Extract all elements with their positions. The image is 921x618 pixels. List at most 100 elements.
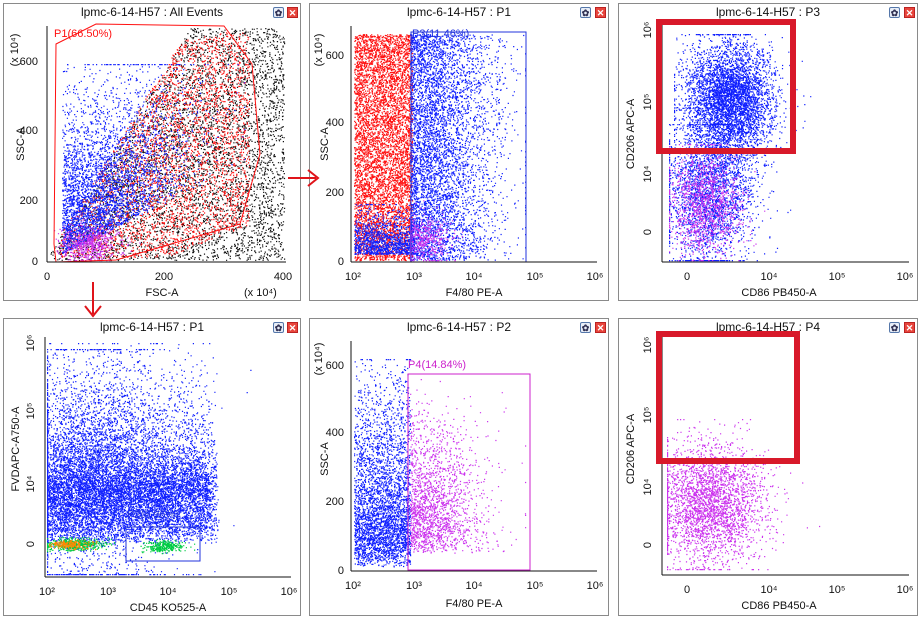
scatter-plot-all-events: P1(66.50%) 0 200 400 600 0 200 400 FSC-A… — [9, 23, 292, 299]
close-icon[interactable]: ✕ — [904, 7, 915, 18]
y-tick: 400 — [326, 427, 344, 439]
x-axis-label: F4/80 PE-A — [446, 287, 504, 299]
y-tick: 10⁶ — [642, 337, 654, 354]
gear-icon[interactable]: ✿ — [273, 7, 284, 18]
x-tick: 10⁶ — [897, 271, 914, 283]
panel-title: lpmc-6-14-H57 : P2 — [406, 320, 512, 334]
x-tick: 10⁴ — [761, 271, 778, 283]
y-tick: 200 — [20, 195, 38, 207]
y-tick-labels: 0 10⁴ 10⁵ 10⁶ — [25, 335, 37, 547]
scatter-dots — [667, 419, 821, 571]
plot-panel-all-events[interactable]: lpmc-6-14-H57 : All Events ✿ ✕ P1(66.50%… — [3, 3, 301, 301]
y-tick: 10⁵ — [642, 94, 654, 111]
x-tick: 10⁶ — [897, 584, 914, 596]
gate-p2[interactable] — [125, 526, 201, 562]
x-tick: 10⁵ — [527, 580, 544, 592]
x-tick: 10⁵ — [527, 271, 544, 283]
x-tick: 10³ — [406, 580, 422, 592]
x-axis-label: FSC-A — [146, 287, 180, 299]
y-axis-label: FVDAPC-A750-A — [10, 406, 22, 492]
gate-label-p2: P2(6.96%) — [127, 509, 179, 521]
y-tick: 10⁵ — [642, 407, 654, 424]
gear-icon[interactable]: ✿ — [273, 322, 284, 333]
scatter-dots — [354, 34, 527, 262]
y-tick: 0 — [642, 229, 654, 235]
x-axis-label: CD86 PB450-A — [741, 287, 817, 299]
y-tick: 0 — [642, 542, 654, 548]
close-icon[interactable]: ✕ — [904, 322, 915, 333]
y-tick: 0 — [32, 256, 38, 268]
y-tick: 10⁴ — [642, 165, 654, 182]
scatter-dots — [354, 359, 527, 568]
panel-title: lpmc-6-14-H57 : P1 — [406, 5, 512, 19]
scatter-dots — [669, 34, 812, 262]
x-tick: 10⁵ — [829, 584, 846, 596]
y-multiplier: (x 10⁴) — [313, 343, 325, 376]
x-axis-label: CD86 PB450-A — [741, 600, 817, 612]
x-tick: 400 — [274, 271, 292, 283]
gear-icon[interactable]: ✿ — [889, 7, 900, 18]
x-tick-labels: 10² 10³ 10⁴ 10⁵ 10⁶ — [39, 586, 297, 598]
y-tick: 0 — [338, 565, 344, 577]
plot-panel-p1-cd45[interactable]: lpmc-6-14-H57 : P1 ✿ ✕ P2(6.96%) 0 10⁴ 1… — [3, 318, 301, 616]
y-tick-labels: 0 200 400 600 — [20, 56, 38, 268]
x-tick: 10² — [345, 580, 361, 592]
gate-label-p4: P4(14.84%) — [408, 359, 466, 371]
gate-label-p1: P1(66.50%) — [54, 28, 112, 40]
gear-icon[interactable]: ✿ — [889, 322, 900, 333]
y-tick-labels: 0 200 400 600 — [326, 50, 344, 268]
close-icon[interactable]: ✕ — [595, 322, 606, 333]
gate-p4[interactable] — [407, 373, 531, 571]
close-icon[interactable]: ✕ — [287, 7, 298, 18]
y-tick-labels: 0 10⁴ 10⁵ 10⁶ — [642, 22, 654, 235]
gate-p1[interactable] — [53, 23, 261, 263]
x-tick-labels: 10² 10³ 10⁴ 10⁵ 10⁶ — [345, 271, 603, 283]
close-icon[interactable]: ✕ — [287, 322, 298, 333]
plot-panel-p4-cd86[interactable]: lpmc-6-14-H57 : P4 ✿ ✕ 0 10⁴ 10⁵ 10⁶ 0 1… — [618, 318, 918, 616]
y-tick: 400 — [326, 117, 344, 129]
x-tick-labels: 0 10⁴ 10⁵ 10⁶ — [684, 271, 913, 283]
y-axis-label: SSC-A — [15, 127, 27, 161]
y-tick: 200 — [326, 187, 344, 199]
y-tick-labels: 0 200 400 600 — [326, 360, 344, 577]
highlight-box — [656, 19, 796, 154]
x-multiplier: (x 10⁴) — [244, 287, 277, 299]
close-icon[interactable]: ✕ — [595, 7, 606, 18]
x-tick: 10⁶ — [587, 580, 604, 592]
y-tick: 600 — [326, 50, 344, 62]
x-tick: 10⁶ — [587, 271, 604, 283]
panel-title: lpmc-6-14-H57 : P3 — [715, 5, 821, 19]
x-tick: 10³ — [100, 586, 116, 598]
x-tick: 10⁵ — [829, 271, 846, 283]
highlight-box — [656, 331, 800, 464]
x-tick: 0 — [684, 271, 690, 283]
plot-panel-p3-cd86[interactable]: lpmc-6-14-H57 : P3 ✿ ✕ 0 10⁴ 10⁵ 10⁶ 0 1… — [618, 3, 918, 301]
x-tick: 10⁶ — [281, 586, 298, 598]
y-axis-label: SSC-A — [319, 442, 331, 476]
x-tick: 10² — [345, 271, 361, 283]
gear-icon[interactable]: ✿ — [580, 322, 591, 333]
panel-title: lpmc-6-14-H57 : All Events — [80, 5, 224, 19]
scatter-plot-p2-f480: P4(14.84%) 0 200 400 600 10² 10³ 10⁴ 10⁵… — [313, 341, 603, 610]
plot-panel-p1-f480[interactable]: lpmc-6-14-H57 : P1 ✿ ✕ P3(11.46%) 0 200 … — [309, 3, 609, 301]
y-tick: 200 — [326, 496, 344, 508]
y-tick: 0 — [338, 256, 344, 268]
gear-icon[interactable]: ✿ — [580, 7, 591, 18]
y-tick: 10⁶ — [25, 335, 37, 352]
scatter-plot-p1-f480: P3(11.46%) 0 200 400 600 10² 10³ 10⁴ 10⁵… — [313, 26, 603, 299]
x-tick: 10⁴ — [761, 584, 778, 596]
scatter-plot-p3-cd86: 0 10⁴ 10⁵ 10⁶ 0 10⁴ 10⁵ 10⁶ CD86 PB450-A… — [625, 19, 913, 299]
x-tick: 10³ — [406, 271, 422, 283]
plot-panel-p2-f480[interactable]: lpmc-6-14-H57 : P2 ✿ ✕ P4(14.84%) 0 200 … — [309, 318, 609, 616]
y-tick: 600 — [326, 360, 344, 372]
y-tick: 0 — [25, 541, 37, 547]
scatter-dots — [50, 28, 286, 262]
panel-title: lpmc-6-14-H57 : P1 — [99, 320, 205, 334]
scatter-plot-p4-cd86: 0 10⁴ 10⁵ 10⁶ 0 10⁴ 10⁵ 10⁶ CD86 PB450-A… — [625, 331, 914, 612]
x-tick-labels: 0 200 400 — [44, 271, 292, 283]
gate-label-p3: P3(11.46%) — [412, 28, 469, 40]
x-tick-labels: 10² 10³ 10⁴ 10⁵ 10⁶ — [345, 580, 603, 592]
x-tick: 10⁴ — [160, 586, 177, 598]
x-axis-label: F4/80 PE-A — [446, 598, 504, 610]
y-tick-labels: 0 10⁴ 10⁵ 10⁶ — [642, 337, 654, 548]
